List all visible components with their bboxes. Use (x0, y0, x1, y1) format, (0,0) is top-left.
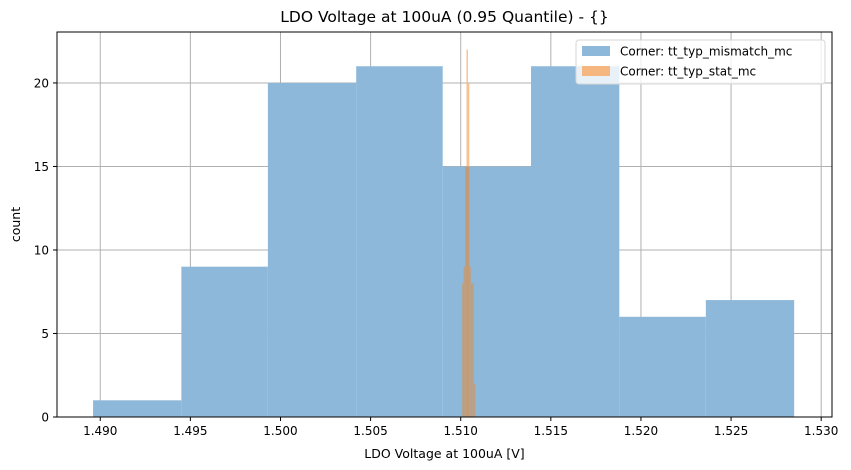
y-tick-label: 0 (41, 411, 49, 425)
x-tick-label: 1.500 (263, 424, 297, 438)
histogram-bar (181, 266, 268, 417)
series-stat-bars (462, 49, 476, 417)
x-tick-label: 1.520 (624, 424, 658, 438)
histogram-bar (465, 166, 467, 417)
legend-label-mismatch: Corner: tt_typ_mismatch_mc (620, 45, 792, 59)
x-tick-label: 1.525 (714, 424, 748, 438)
chart-title: LDO Voltage at 100uA (0.95 Quantile) - {… (280, 8, 608, 26)
x-axis-label: LDO Voltage at 100uA [V] (364, 446, 524, 461)
histogram-bar (473, 383, 476, 417)
histogram-bar (93, 400, 182, 417)
y-tick-label: 15 (34, 160, 49, 174)
histogram-bar-overlap (467, 166, 470, 417)
x-tick-label: 1.490 (83, 424, 117, 438)
histogram-bar (470, 283, 473, 417)
legend-swatch-stat (582, 66, 610, 76)
histogram-bar (267, 82, 357, 417)
histogram-bar (472, 283, 474, 417)
x-tick-label: 1.505 (353, 424, 387, 438)
x-tick-label: 1.495 (173, 424, 207, 438)
plot-frame (56, 31, 833, 418)
series-mismatch-bars (93, 66, 795, 417)
histogram-bar (442, 166, 532, 417)
legend-swatch-mismatch (582, 46, 610, 56)
y-tick-label: 20 (34, 76, 49, 90)
histogram-bar-overlap (466, 166, 468, 417)
legend-label-stat: Corner: tt_typ_stat_mc (620, 65, 756, 79)
legend: Corner: tt_typ_mismatch_mc Corner: tt_ty… (575, 39, 826, 85)
y-tick-label: 10 (34, 243, 49, 257)
histogram-bar (705, 300, 795, 417)
histogram-bar (462, 283, 464, 417)
y-tick-label: 5 (41, 327, 49, 341)
x-tick-label: 1.515 (534, 424, 568, 438)
x-axis-ticks: 1.490 1.495 1.500 1.505 1.510 1.515 1.520 1.525… (83, 417, 838, 438)
histogram-bar (469, 266, 471, 417)
y-axis-ticks: 0 5 10 15 20 (34, 76, 57, 425)
x-tick-label: 1.530 (804, 424, 838, 438)
histogram-bar (463, 266, 466, 417)
y-axis-label: count (8, 207, 23, 242)
legend-box (575, 39, 826, 85)
histogram-bar (619, 316, 706, 417)
histogram-bar (356, 66, 443, 417)
histogram-bar (531, 66, 620, 417)
x-tick-label: 1.510 (444, 424, 478, 438)
